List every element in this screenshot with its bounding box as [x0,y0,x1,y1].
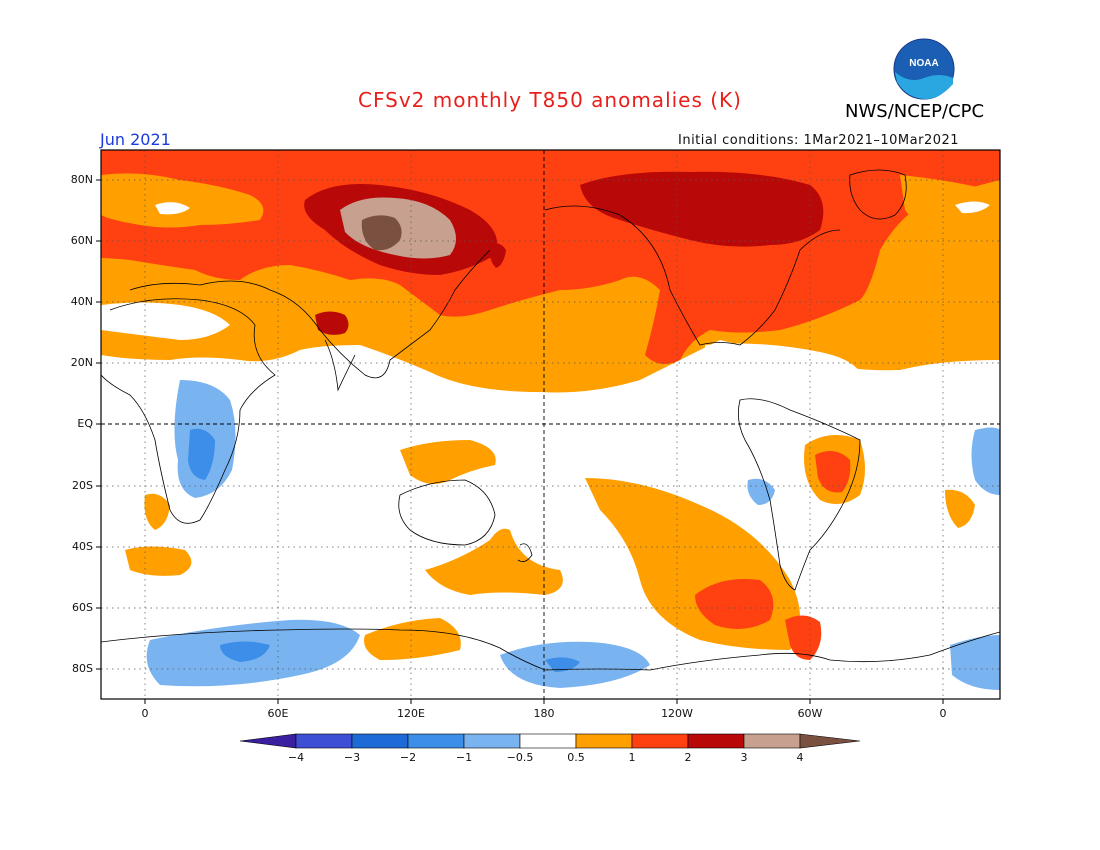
colorbar-swatch [631,733,689,749]
noaa-logo: NOAA [893,38,955,100]
lat-label: 60N [70,234,93,247]
warm-region-antarctic-coast [364,618,461,660]
colorbar-swatch [743,733,801,749]
svg-text:NOAA: NOAA [909,58,938,69]
africa-outline [101,298,276,524]
colorbar-swatch [687,733,745,749]
lat-label: 20N [70,356,93,369]
colorbar-label: 2 [684,751,692,764]
colorbar-label: 1 [628,751,636,764]
warm-region-arctic-atlantic [900,175,1000,240]
warm-region-south-indian [425,528,563,595]
colorbar-label: −1 [455,751,473,764]
neutral-region-arctic-2 [955,201,990,214]
initial-conditions: Initial conditions: 1Mar2021–10Mar2021 [678,133,960,148]
agency-label: NWS/NCEP/CPC [845,101,985,122]
cool-region-antarctica-east-strong [220,641,270,662]
colorbar-cap-min [239,733,297,749]
chart-title: CFSv2 monthly T850 anomalies (K) [358,88,742,112]
cool-region-weddell [950,635,1000,690]
lon-label: 0 [141,707,149,720]
cool-region-africa-strong [188,428,215,480]
warm-region-maritime [400,440,496,484]
warm-region-east-atlantic [945,489,975,528]
colorbar-label: 4 [796,751,804,764]
lon-label: 60W [797,707,823,720]
warm-region-siberia-extreme [361,215,402,251]
neutral-region-arctic-1 [155,202,190,215]
neutral-region-caribbean [705,343,860,400]
lon-label: 180 [533,707,555,720]
colorbar-swatch [351,733,409,749]
warm-region-tibet-dark [315,311,349,335]
warm-region-arctic-europe [101,173,264,228]
warm-region-canada-dark [580,171,824,247]
colorbar-swatch [407,733,465,749]
lon-label: 0 [939,707,947,720]
lat-label: EQ [77,417,93,430]
lat-label: 80S [72,662,93,675]
colorbar-swatch [519,733,577,749]
lat-label: 60S [72,601,93,614]
colorbar [239,733,861,749]
cool-region-east-atlantic [971,427,1000,495]
lon-label: 120W [661,707,693,720]
new-zealand-outline [517,543,533,563]
warm-region-south-pacific-strong [695,579,774,629]
colorbar-label: −2 [399,751,417,764]
colorbar-label: 0.5 [567,751,585,764]
lat-label: 20S [72,479,93,492]
lon-label: 120E [397,707,425,720]
cool-region-ross-sea-strong [545,657,580,672]
australia-outline [398,479,496,546]
eurasia-outline [129,249,491,379]
south-america-outline [737,398,861,591]
greenland-outline [849,169,907,220]
warm-region-patagonia [785,615,822,660]
colorbar-swatch [463,733,521,749]
antarctica-outline [101,628,1000,671]
colorbar-label: 3 [740,751,748,764]
neutral-region-sahara [101,302,230,340]
lat-label: 40S [72,540,93,553]
warm-region-kamchatka-dark [489,243,506,268]
colorbar-label: −0.5 [506,751,534,764]
lon-label: 60E [267,707,289,720]
warm-region-south-atlantic-2 [144,493,170,530]
forecast-month: Jun 2021 [100,130,171,149]
lat-label: 40N [70,295,93,308]
colorbar-swatch [575,733,633,749]
axis-ticks [96,179,944,704]
colorbar-swatch [295,733,353,749]
colorbar-label: −4 [287,751,305,764]
continent-outlines [101,169,1000,671]
lat-label: 80N [70,173,93,186]
colorbar-label: −3 [343,751,361,764]
warm-region-south-atlantic [125,546,192,576]
colorbar-cap-max [799,733,861,749]
india-outline [324,339,356,392]
cool-region-s-america [747,478,775,505]
north-america-outline [544,205,841,346]
equator-dateline [101,150,1000,699]
gridlines [101,150,1000,699]
warm-region-brazil-strong [815,451,851,493]
